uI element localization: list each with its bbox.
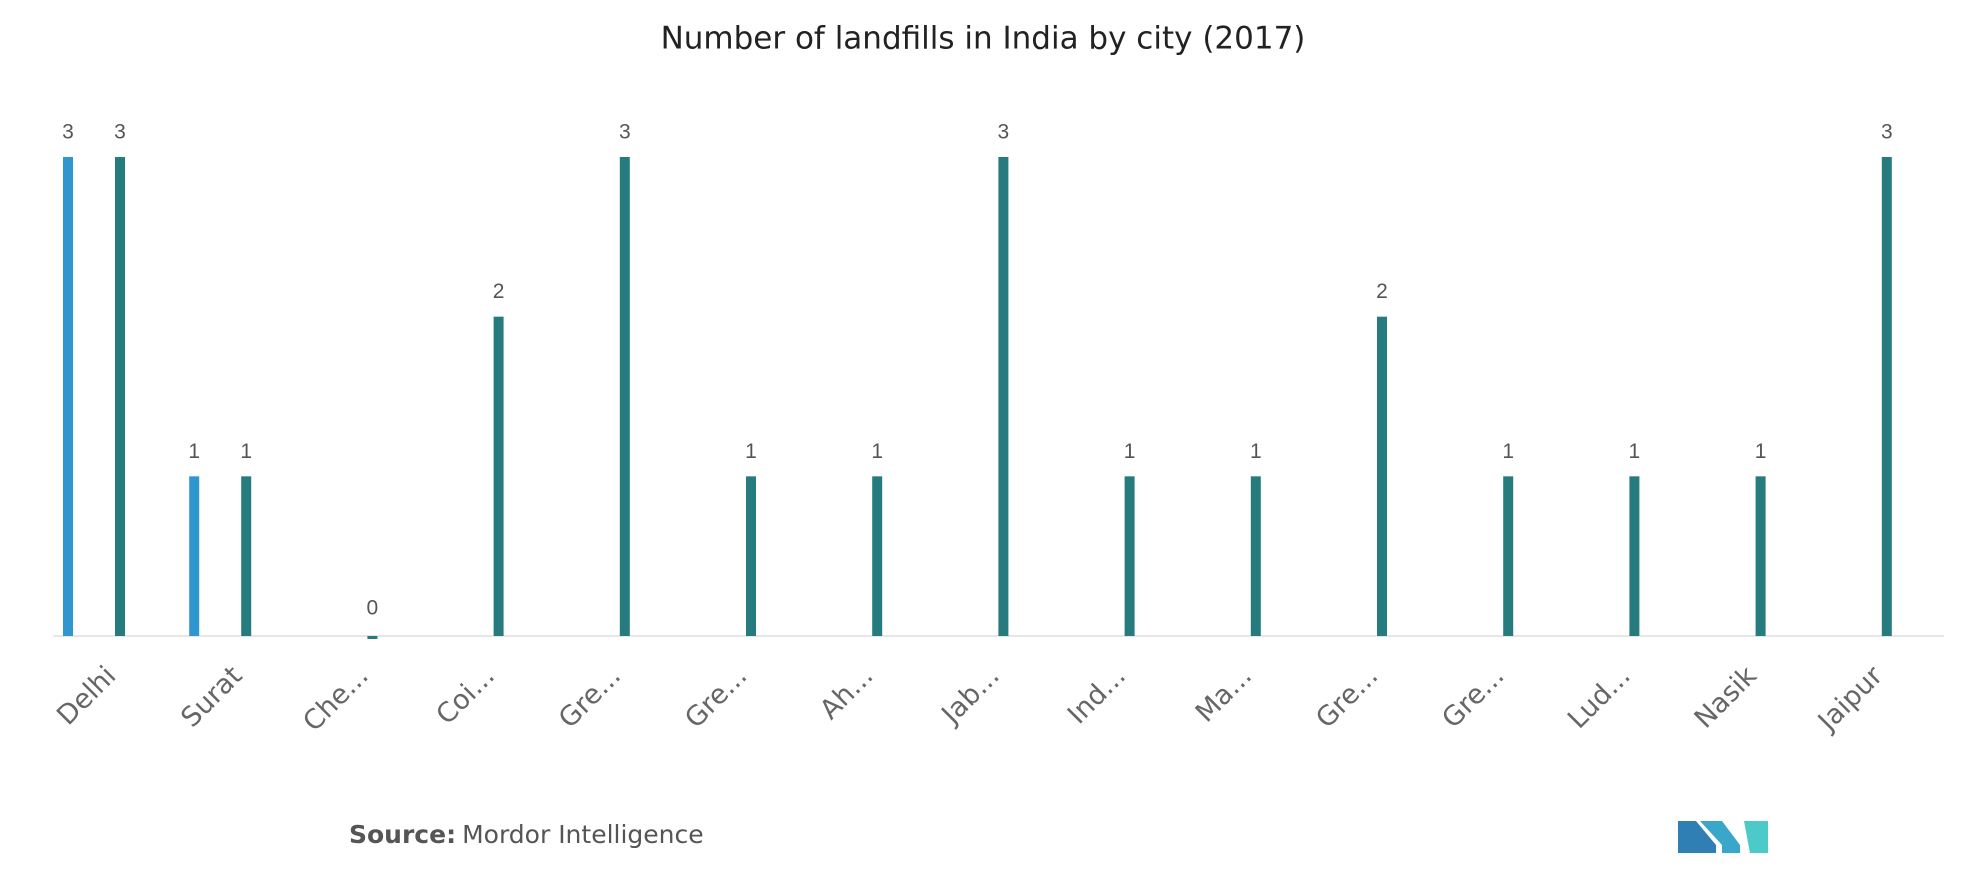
value-label: 1 (1755, 440, 1767, 463)
value-label: 3 (998, 121, 1010, 144)
x-tick-label: Coi... (430, 660, 500, 730)
value-label: 1 (745, 440, 757, 463)
x-tick-label: Gre... (1310, 660, 1384, 734)
bar (619, 157, 630, 636)
source-label: Source: (349, 820, 456, 849)
value-label: 3 (62, 121, 74, 144)
value-label: 1 (1124, 440, 1136, 463)
bar (1124, 476, 1135, 636)
value-label: 2 (493, 280, 505, 303)
bar (367, 636, 378, 639)
logo (1678, 821, 1768, 853)
value-label: 3 (114, 121, 126, 144)
x-tick-label: Gre... (1436, 660, 1510, 734)
x-tick-label: Surat (175, 660, 248, 733)
bar (1629, 476, 1640, 636)
bar (493, 316, 504, 636)
bar (1250, 476, 1261, 636)
x-tick-label: Delhi (51, 660, 122, 731)
bar (872, 476, 883, 636)
value-label: 1 (1250, 440, 1262, 463)
value-label: 2 (1376, 280, 1388, 303)
x-tick-label: Ma... (1190, 660, 1258, 728)
x-tick-label: Ah... (814, 660, 879, 725)
x-tick-label: Lud... (1562, 660, 1637, 735)
bar (746, 476, 756, 636)
x-tick-label: Jab... (935, 660, 1006, 731)
bar (998, 157, 1009, 636)
bar (1503, 476, 1514, 636)
bar (1755, 476, 1766, 636)
bar (189, 476, 200, 636)
bar (241, 476, 252, 636)
bar (115, 157, 125, 636)
x-tick-label: Gre... (679, 660, 753, 734)
value-label: 0 (367, 597, 379, 620)
source-text: Mordor Intelligence (462, 820, 704, 849)
value-label: 3 (1881, 121, 1893, 144)
value-label: 1 (188, 440, 200, 463)
bar (1881, 157, 1892, 636)
value-label: 1 (240, 440, 252, 463)
x-tick-label: Gre... (553, 660, 627, 734)
x-tick-label: Ind... (1062, 660, 1132, 730)
value-label: 1 (871, 440, 883, 463)
x-tick-label: Jaipur (1811, 660, 1890, 739)
x-tick-label: Nasik (1689, 660, 1763, 734)
value-label: 3 (619, 121, 631, 144)
x-tick-label: Che... (297, 660, 374, 737)
value-label: 1 (1629, 440, 1641, 463)
source: Source: Mordor Intelligence (349, 820, 704, 849)
value-label: 1 (1502, 440, 1514, 463)
chart-title: Number of landfills in India by city (20… (661, 21, 1306, 57)
bar (63, 157, 73, 636)
bar (1377, 316, 1387, 636)
